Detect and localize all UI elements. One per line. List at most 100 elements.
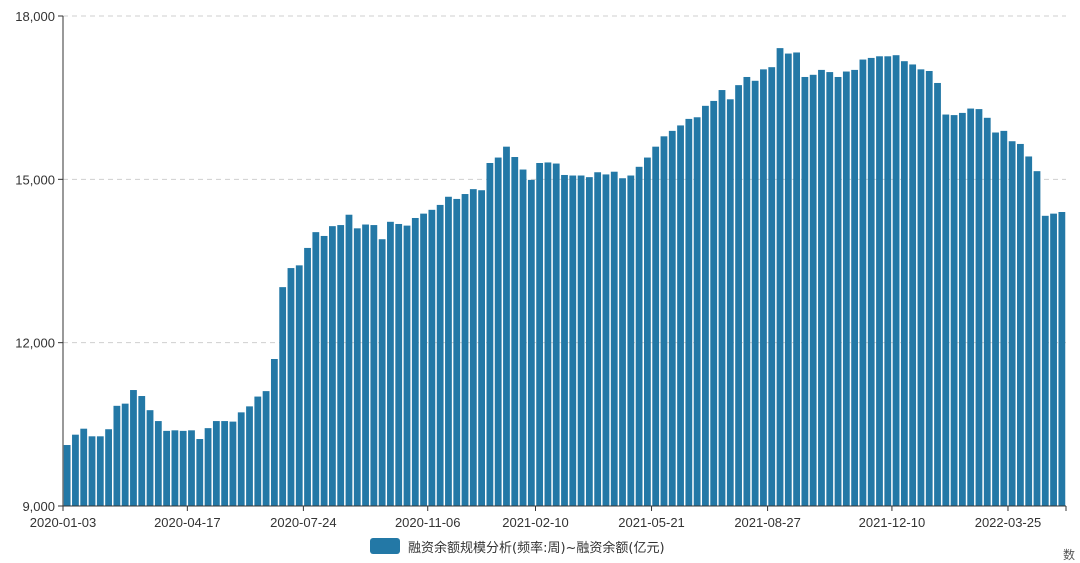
bar[interactable] [602, 174, 610, 506]
bar[interactable] [536, 163, 544, 506]
bar[interactable] [577, 175, 585, 506]
bar[interactable] [312, 232, 320, 506]
bar[interactable] [246, 406, 253, 506]
bar[interactable] [221, 421, 229, 506]
bar[interactable] [362, 224, 369, 506]
bar[interactable] [619, 178, 626, 506]
bar[interactable] [287, 268, 295, 506]
bar[interactable] [925, 70, 933, 506]
bar[interactable] [826, 72, 834, 507]
bar[interactable] [975, 109, 983, 506]
bar[interactable] [685, 118, 693, 507]
bar[interactable] [270, 359, 278, 506]
legend[interactable]: 融资余额规模分析(频率:周)~融资余额(亿元) [370, 537, 665, 556]
bar[interactable] [801, 76, 809, 506]
bar[interactable] [188, 430, 195, 506]
bar[interactable] [992, 132, 999, 506]
bar[interactable] [859, 59, 867, 507]
bar[interactable] [900, 61, 908, 506]
bar[interactable] [204, 428, 212, 506]
bar[interactable] [842, 71, 850, 507]
bar[interactable] [461, 194, 469, 507]
bar[interactable] [337, 225, 345, 507]
bar[interactable] [254, 396, 262, 506]
bar[interactable] [561, 174, 568, 506]
bar[interactable] [345, 214, 353, 506]
bar[interactable] [1017, 143, 1024, 506]
bar[interactable] [494, 157, 502, 507]
bar[interactable] [718, 90, 726, 507]
bar[interactable] [1033, 171, 1041, 506]
bar[interactable] [1050, 213, 1057, 506]
bar[interactable] [420, 213, 427, 506]
bar[interactable] [950, 115, 958, 506]
bar[interactable] [876, 56, 883, 507]
bar[interactable] [702, 105, 709, 506]
bar[interactable] [892, 55, 900, 506]
bar[interactable] [527, 179, 535, 506]
bar[interactable] [552, 163, 560, 507]
bar[interactable] [229, 421, 237, 506]
bar[interactable] [80, 428, 88, 506]
bar[interactable] [146, 410, 154, 506]
bar[interactable] [519, 169, 527, 507]
bar[interactable] [96, 436, 104, 506]
bar[interactable] [196, 439, 204, 506]
bar[interactable] [1058, 212, 1066, 506]
bar[interactable] [72, 434, 79, 506]
bar[interactable] [934, 82, 941, 506]
bar[interactable] [320, 235, 328, 506]
bar[interactable] [610, 171, 618, 506]
bar[interactable] [818, 69, 825, 507]
bar[interactable] [453, 198, 461, 506]
bar[interactable] [88, 436, 96, 506]
bar[interactable] [726, 99, 734, 507]
bar[interactable] [710, 100, 718, 506]
bar[interactable] [113, 405, 121, 506]
bar[interactable] [304, 247, 311, 506]
bar[interactable] [130, 390, 137, 506]
bar[interactable] [693, 117, 701, 507]
bar[interactable] [660, 136, 668, 507]
bar[interactable] [163, 430, 171, 506]
bar[interactable] [403, 225, 411, 506]
bar[interactable] [809, 74, 817, 507]
bar[interactable] [1000, 130, 1008, 506]
bar[interactable] [378, 239, 386, 506]
bar[interactable] [834, 76, 842, 506]
bar[interactable] [627, 175, 635, 506]
bar[interactable] [652, 146, 660, 506]
bar[interactable] [154, 421, 162, 506]
bar[interactable] [784, 53, 792, 507]
bar[interactable] [179, 430, 187, 506]
bar[interactable] [411, 217, 419, 506]
bar[interactable] [387, 221, 394, 507]
bar[interactable] [436, 204, 444, 506]
bar[interactable] [909, 64, 917, 506]
bar[interactable] [1041, 215, 1049, 507]
bar[interactable] [776, 48, 784, 506]
bar[interactable] [735, 85, 742, 507]
bar[interactable] [428, 209, 436, 507]
bar[interactable] [262, 391, 270, 506]
bar[interactable] [105, 429, 112, 506]
bar[interactable] [395, 223, 403, 506]
bar[interactable] [353, 228, 361, 507]
bar[interactable] [942, 114, 950, 507]
bar[interactable] [983, 117, 991, 507]
bar[interactable] [486, 163, 494, 506]
bar[interactable] [329, 226, 336, 506]
bar[interactable] [469, 189, 477, 506]
bar[interactable] [743, 76, 751, 506]
bar[interactable] [867, 57, 875, 507]
bar[interactable] [751, 80, 759, 507]
bar[interactable] [958, 112, 966, 507]
bar[interactable] [1008, 141, 1016, 506]
bar[interactable] [171, 430, 179, 506]
bar[interactable] [295, 265, 303, 506]
bar[interactable] [279, 287, 287, 506]
bar[interactable] [884, 56, 892, 507]
bar[interactable] [760, 69, 767, 506]
bar[interactable] [569, 175, 577, 506]
bar[interactable] [503, 146, 510, 506]
